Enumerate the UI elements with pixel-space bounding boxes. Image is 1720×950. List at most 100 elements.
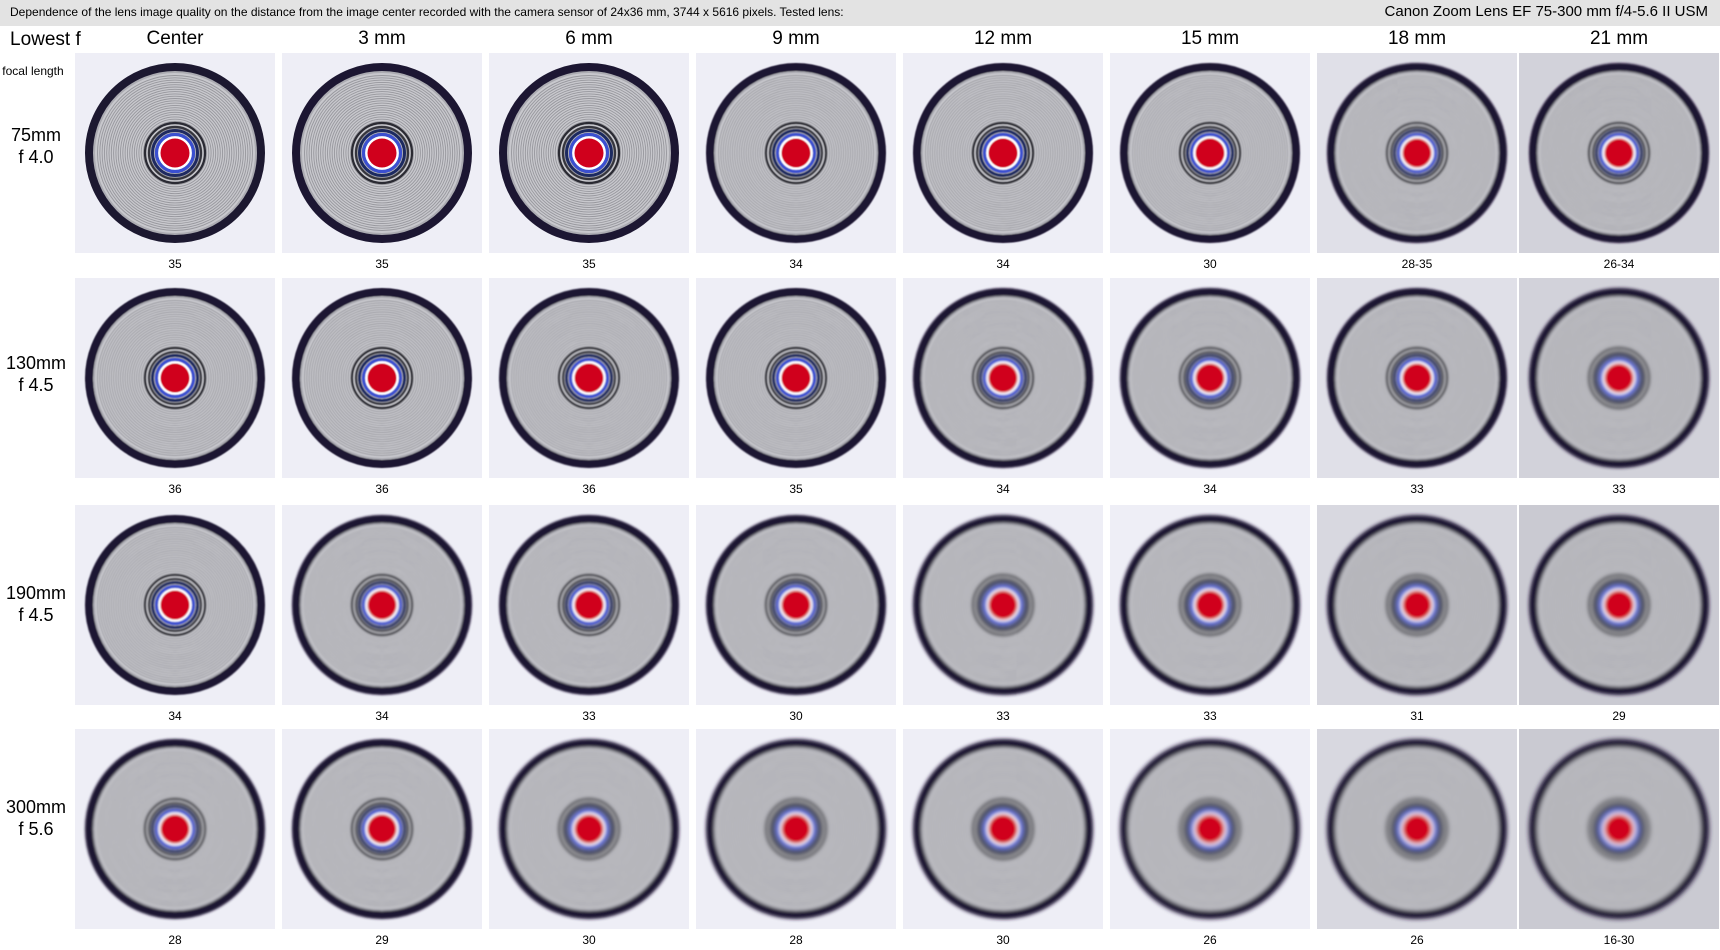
- pattern-ring: [1371, 332, 1463, 424]
- pattern-ring: [1575, 334, 1663, 422]
- pattern-ring: [729, 762, 863, 896]
- pattern-ring: [959, 109, 1047, 197]
- quality-value: 29: [1612, 709, 1626, 723]
- pattern-ring: [950, 776, 1056, 882]
- pattern-ring: [133, 787, 217, 871]
- pattern-ring: [101, 304, 249, 452]
- pattern-ring: [1545, 531, 1693, 679]
- pattern-ring: [304, 300, 460, 456]
- pattern-ring: [734, 767, 858, 891]
- pattern-ring: [1593, 803, 1645, 855]
- pattern-ring: [741, 323, 851, 433]
- pattern-ring: [1554, 764, 1684, 894]
- pattern-ring: [718, 751, 874, 907]
- pattern-ring: [750, 559, 842, 651]
- pattern-ring: [964, 790, 1042, 868]
- pattern-ring: [336, 107, 428, 199]
- pattern-ring: [540, 556, 638, 654]
- red-center: [1195, 363, 1225, 393]
- pattern-ring: [347, 343, 417, 413]
- pattern-ring: [315, 86, 449, 220]
- pattern-ring: [1570, 104, 1668, 202]
- pattern-ring: [971, 346, 1035, 410]
- pattern-ring: [524, 88, 654, 218]
- pattern-ring: [720, 77, 872, 229]
- red-center: [160, 814, 190, 844]
- pattern-ring: [1375, 336, 1459, 420]
- pattern-ring: [1587, 346, 1651, 410]
- pattern-ring: [961, 563, 1045, 647]
- pattern-ring: [101, 79, 249, 227]
- pattern-ring: [1164, 559, 1256, 651]
- pattern-ring: [1566, 776, 1672, 882]
- pattern-ring: [741, 550, 851, 660]
- pattern-ring: [327, 98, 437, 208]
- pattern-ring: [313, 760, 451, 898]
- pattern-ring: [1543, 753, 1695, 905]
- pattern-ring: [511, 527, 667, 683]
- pattern-ring: [1148, 91, 1272, 215]
- pattern-ring: [943, 93, 1063, 213]
- pattern-ring: [1366, 102, 1468, 204]
- quality-value: 35: [375, 257, 389, 271]
- pattern-ring: [754, 563, 838, 647]
- pattern-ring: [1389, 577, 1445, 633]
- pattern-ring: [103, 306, 247, 450]
- pattern-ring: [747, 329, 845, 427]
- pattern-ring: [1557, 767, 1681, 891]
- pattern-ring: [1587, 797, 1651, 861]
- pattern-ring: [772, 581, 820, 629]
- pattern-ring: [720, 302, 872, 454]
- pattern-ring: [513, 77, 665, 229]
- pattern-ring: [1373, 334, 1461, 422]
- pattern-ring: [971, 797, 1035, 861]
- pattern-ring: [1568, 102, 1670, 204]
- pattern-ring: [1150, 769, 1270, 889]
- pattern-ring: [1547, 81, 1691, 225]
- pattern-ring: [764, 346, 828, 410]
- pattern-ring: [731, 764, 861, 894]
- pattern-ring: [97, 300, 253, 456]
- pattern-ring: [727, 84, 865, 222]
- pattern-ring: [340, 111, 424, 195]
- pattern-ring: [731, 88, 861, 218]
- pattern-ring: [143, 573, 207, 637]
- pattern-ring: [722, 79, 870, 227]
- pattern-ring: [927, 77, 1079, 229]
- pattern-ring: [936, 311, 1070, 445]
- pattern-ring: [752, 334, 840, 422]
- pattern-ring: [538, 327, 640, 429]
- pattern-ring: [1375, 111, 1459, 195]
- pattern-ring: [770, 127, 822, 179]
- pattern-ring: [943, 545, 1063, 665]
- red-center: [367, 590, 397, 620]
- quality-value: 29: [375, 933, 389, 947]
- pattern-ring: [1155, 550, 1265, 660]
- pattern-ring: [550, 339, 628, 417]
- pattern-ring: [757, 566, 835, 644]
- pattern-ring: [1136, 755, 1284, 903]
- pattern-ring: [99, 529, 251, 681]
- column-header: 18 mm: [1387, 28, 1447, 49]
- pattern-ring: [308, 531, 456, 679]
- pattern-ring: [565, 805, 613, 853]
- pattern-ring: [1164, 332, 1256, 424]
- pattern-ring: [140, 118, 210, 188]
- pattern-ring: [1545, 79, 1693, 227]
- pattern-ring: [1584, 343, 1654, 413]
- pattern-ring: [113, 316, 237, 440]
- pattern-ring: [1184, 352, 1236, 404]
- pattern-ring: [149, 127, 201, 179]
- pattern-ring: [1134, 529, 1286, 681]
- pattern-ring: [1559, 545, 1679, 665]
- pattern-ring: [322, 769, 442, 889]
- pattern-ring: [126, 329, 224, 427]
- pattern-ring: [350, 121, 414, 185]
- pattern-ring: [772, 129, 820, 177]
- pattern-ring: [718, 75, 874, 231]
- pattern-ring: [747, 104, 845, 202]
- quality-value: 28: [168, 933, 182, 947]
- pattern-ring: [729, 86, 863, 220]
- pattern-ring: [1547, 533, 1691, 677]
- pattern-ring: [513, 302, 665, 454]
